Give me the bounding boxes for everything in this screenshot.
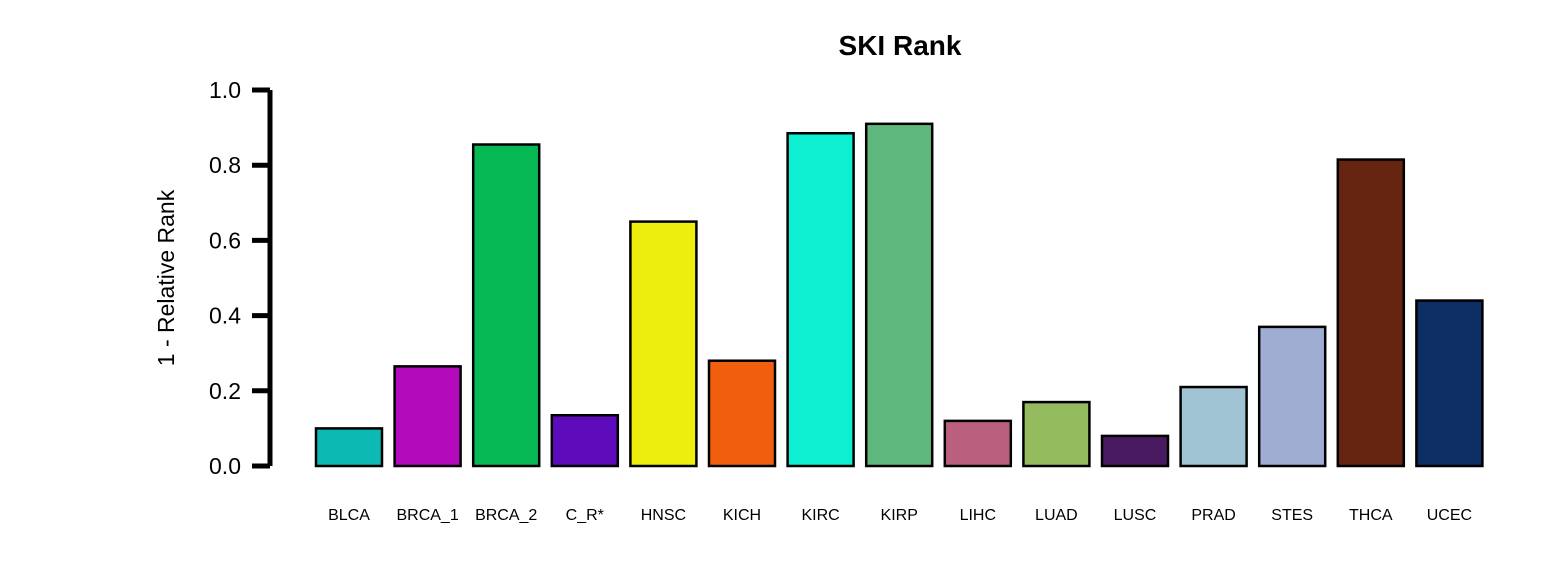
bar-luad bbox=[1022, 400, 1091, 468]
x-tick-label: BLCA bbox=[328, 507, 370, 524]
bar-thca bbox=[1336, 158, 1406, 468]
x-tick-label: C_R* bbox=[566, 507, 604, 524]
x-tick-label: KICH bbox=[723, 507, 761, 524]
bar-brca-2 bbox=[471, 143, 541, 468]
x-tick-label: UCEC bbox=[1427, 507, 1472, 524]
y-tick-label: 0.2 bbox=[209, 378, 241, 404]
x-tick-label: KIRP bbox=[881, 507, 918, 524]
x-tick-label: BRCA_1 bbox=[396, 507, 458, 524]
x-tick-labels: BLCA BRCA_1 BRCA_2 C_R* HNSC KICH KIRC KIRP LIHC… bbox=[328, 507, 1472, 524]
y-axis: 0.0 0.2 0.4 0.6 0.8 1.0 bbox=[209, 77, 273, 479]
bar-ucec bbox=[1415, 299, 1484, 468]
chart-title: SKI Rank bbox=[839, 30, 962, 61]
y-tick-label: 0.8 bbox=[209, 152, 241, 178]
x-tick-label: LUAD bbox=[1035, 507, 1078, 524]
x-tick-label: BRCA_2 bbox=[475, 507, 537, 524]
x-tick-label: STES bbox=[1271, 507, 1313, 524]
y-tick-label: 0.0 bbox=[209, 453, 241, 479]
bar-lihc bbox=[943, 419, 1013, 468]
bars bbox=[314, 122, 1484, 468]
bar-prad bbox=[1179, 385, 1248, 468]
bar-stes bbox=[1257, 325, 1327, 468]
bar-c-r bbox=[550, 413, 620, 468]
x-tick-label: HNSC bbox=[641, 507, 686, 524]
x-tick-label: PRAD bbox=[1191, 507, 1235, 524]
bar-lusc bbox=[1100, 434, 1170, 468]
bar-hnsc bbox=[629, 220, 698, 468]
x-tick-label: LIHC bbox=[960, 507, 996, 524]
y-tick-label: 0.4 bbox=[209, 303, 241, 329]
bar-kirp bbox=[864, 122, 934, 468]
y-tick-label: 1.0 bbox=[209, 77, 241, 103]
x-tick-label: KIRC bbox=[801, 507, 839, 524]
bar-brca-1 bbox=[393, 365, 462, 468]
bar-kich bbox=[707, 359, 777, 468]
x-tick-label: LUSC bbox=[1114, 507, 1157, 524]
bar-blca bbox=[314, 427, 384, 468]
y-tick-label: 0.6 bbox=[209, 227, 241, 253]
y-axis-label: 1 - Relative Rank bbox=[153, 189, 179, 366]
x-tick-label: THCA bbox=[1349, 507, 1393, 524]
bar-kirc bbox=[786, 131, 855, 468]
